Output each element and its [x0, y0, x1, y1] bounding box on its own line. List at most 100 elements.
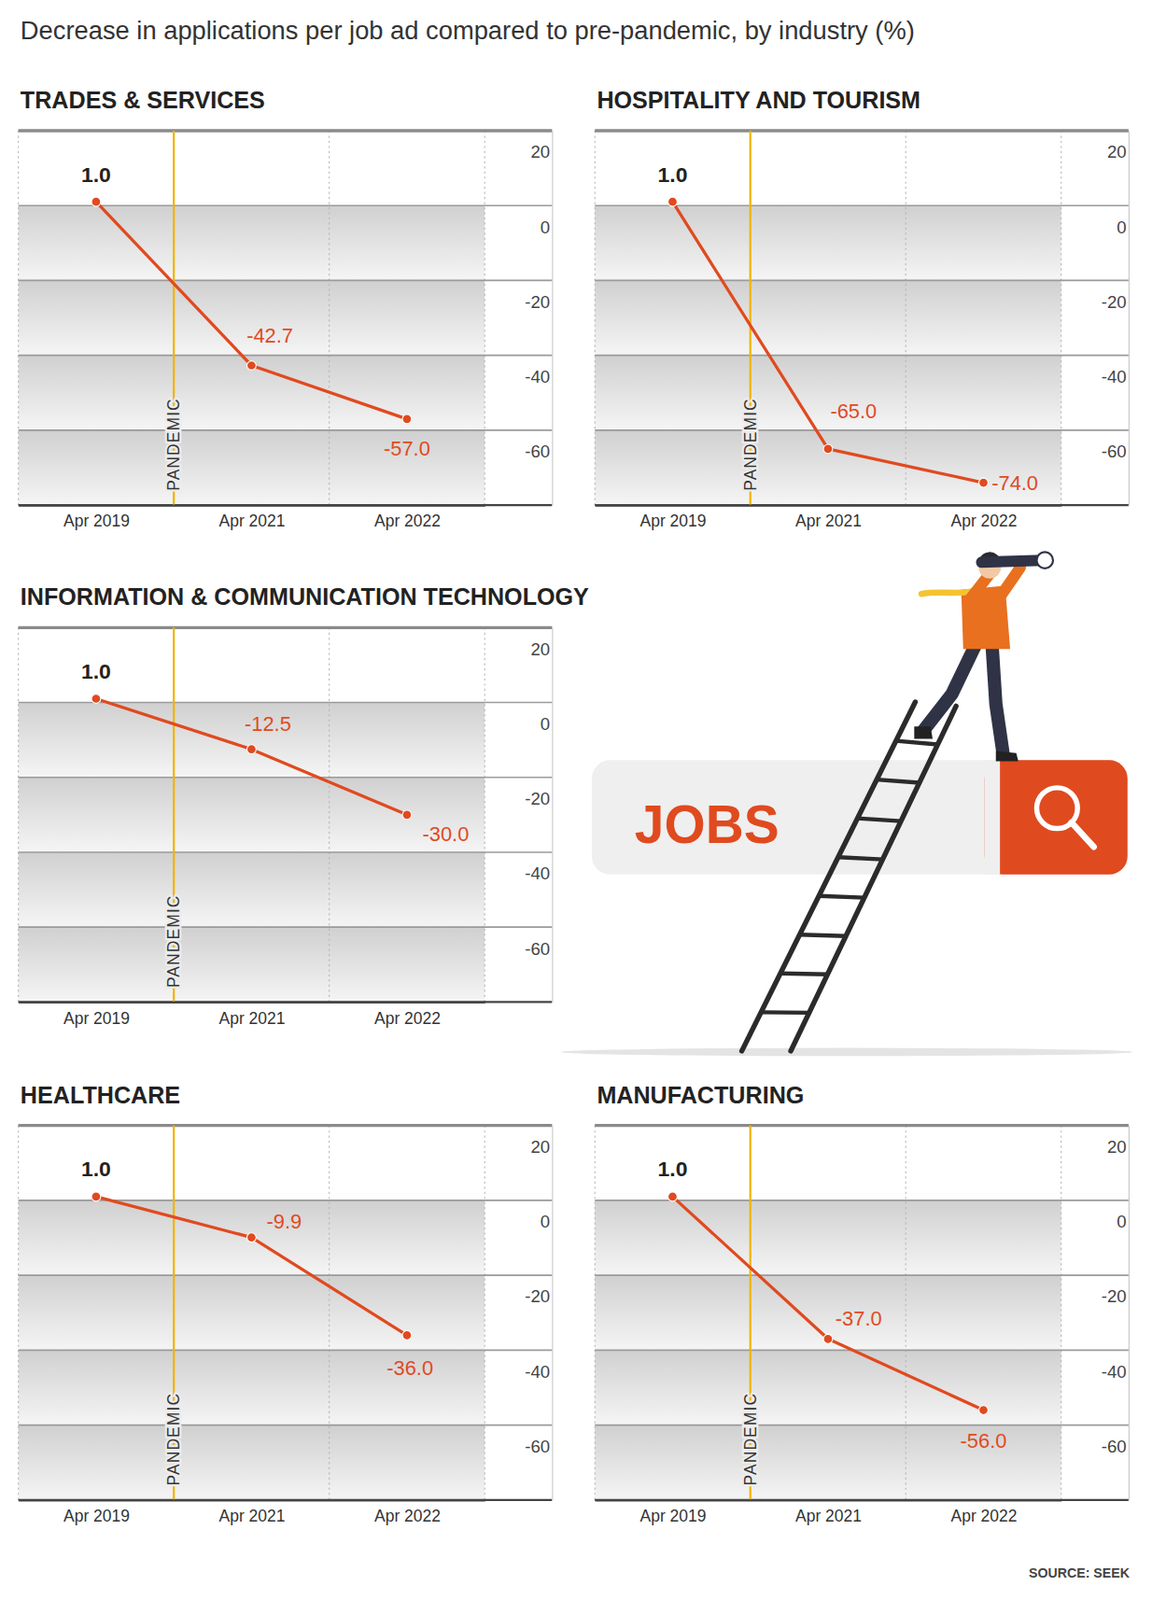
y-axis: 20 0 -20 -40 -60	[1101, 131, 1130, 506]
y-tick: -40	[524, 853, 552, 885]
ladder-rung	[838, 856, 884, 859]
telescope-lens	[1036, 551, 1053, 568]
y-tick: 20	[1107, 131, 1129, 163]
separator	[328, 130, 330, 506]
y-tick-label: -60	[524, 1436, 550, 1457]
y-tick-label: -60	[1101, 441, 1127, 462]
y-tick: -60	[524, 927, 552, 959]
y-tick-label: 0	[1116, 217, 1126, 238]
separator	[905, 130, 907, 506]
x-axis: Apr 2019Apr 2021Apr 2022	[18, 505, 486, 531]
panel: TRADES & SERVICESPANDEMIC200-20-40-60Apr…	[18, 86, 553, 532]
panel-title: HEALTHCARE	[20, 1081, 181, 1109]
marker	[668, 1192, 678, 1202]
data-group	[668, 1192, 989, 1415]
marker	[823, 444, 833, 454]
annotation: PANDEMIC	[741, 1392, 760, 1487]
y-tick: 20	[530, 628, 552, 660]
y-tick: -60	[524, 430, 552, 462]
x-tick: Apr 2021	[795, 505, 862, 531]
source: SOURCE: SEEK	[1028, 1565, 1131, 1581]
band	[594, 280, 1062, 355]
y-tick: -20	[524, 1276, 552, 1307]
x-tick-label: Apr 2019	[63, 1506, 130, 1526]
y-axis-line	[1128, 131, 1130, 506]
y-tick: 0	[540, 206, 553, 238]
y-tick: -20	[1101, 280, 1129, 312]
x-tick: Apr 2021	[795, 1500, 862, 1526]
grid-line	[594, 1274, 1129, 1277]
x-tick-label: Apr 2022	[374, 511, 441, 531]
y-tick: 20	[1107, 1125, 1129, 1157]
grid-line	[18, 354, 553, 357]
person-leg	[991, 640, 1003, 753]
x-tick: Apr 2022	[374, 1500, 441, 1526]
person-shoe	[913, 726, 933, 739]
band	[18, 205, 486, 281]
grid-line	[18, 280, 553, 282]
y-axis-line	[551, 628, 553, 1003]
grid-line	[18, 1124, 553, 1127]
annotation: PANDEMIC	[741, 397, 760, 492]
marker	[402, 1330, 412, 1340]
data-label: -74.0	[991, 471, 1039, 495]
separator	[17, 130, 19, 506]
y-tick: 0	[540, 702, 553, 734]
line	[672, 1196, 984, 1411]
band	[18, 852, 486, 928]
y-tick: -20	[1101, 1276, 1129, 1307]
y-tick-label: 20	[1107, 141, 1127, 162]
y-tick-label: -40	[1101, 1362, 1127, 1382]
separator	[484, 627, 486, 1002]
data-label: 1.0	[81, 659, 112, 684]
data-label: -36.0	[386, 1356, 434, 1380]
grid-line	[594, 1349, 1129, 1352]
panel: HEALTHCAREPANDEMIC200-20-40-60Apr 2019Ap…	[18, 1081, 553, 1527]
marker	[402, 810, 412, 820]
x-axis: Apr 2019Apr 2021Apr 2022	[18, 1500, 486, 1526]
annotation: PANDEMIC	[164, 397, 183, 492]
annotation: PANDEMIC	[164, 894, 183, 988]
data-label: 1.0	[658, 162, 689, 187]
y-tick: -40	[1101, 1350, 1129, 1382]
data-label: -56.0	[960, 1429, 1008, 1453]
marker	[668, 196, 678, 207]
data-label: -65.0	[829, 399, 877, 423]
y-tick: 0	[540, 1200, 553, 1232]
frame-bottom	[18, 504, 553, 506]
x-axis: Apr 2019Apr 2021Apr 2022	[595, 1500, 1063, 1526]
separator	[328, 627, 330, 1002]
person-leg	[923, 640, 978, 731]
y-tick-label: 20	[530, 639, 550, 660]
data-label: -42.7	[246, 323, 294, 348]
panel-title: TRADES & SERVICES	[20, 86, 266, 113]
y-tick-label: -20	[1101, 292, 1127, 312]
x-tick-label: Apr 2021	[219, 1009, 286, 1028]
y-tick: 0	[1116, 1200, 1129, 1232]
y-axis-line	[551, 1125, 553, 1501]
y-tick: -60	[1101, 430, 1129, 462]
marker	[91, 196, 101, 207]
y-tick-label: -40	[524, 366, 550, 387]
frame-bottom	[594, 1499, 1129, 1502]
data-label: -30.0	[422, 822, 470, 846]
frame-top	[594, 128, 1129, 132]
y-tick-label: 0	[1116, 1211, 1126, 1232]
y-axis-line	[551, 131, 553, 506]
grid-line	[594, 1124, 1129, 1127]
band	[594, 1349, 1062, 1425]
line	[96, 201, 408, 420]
separator	[1060, 130, 1062, 506]
y-tick: -40	[1101, 355, 1129, 387]
y-tick-label: -20	[524, 292, 550, 312]
band	[18, 1275, 486, 1350]
y-tick-label: 0	[540, 217, 550, 238]
ladder-rung	[760, 1010, 809, 1015]
x-tick-label: Apr 2019	[640, 1506, 707, 1526]
band	[18, 777, 486, 853]
x-axis-line	[595, 505, 1063, 507]
x-tick: Apr 2019	[63, 1500, 130, 1526]
x-tick-label: Apr 2021	[795, 511, 862, 531]
x-tick: Apr 2022	[374, 1001, 441, 1027]
band	[18, 1200, 486, 1276]
